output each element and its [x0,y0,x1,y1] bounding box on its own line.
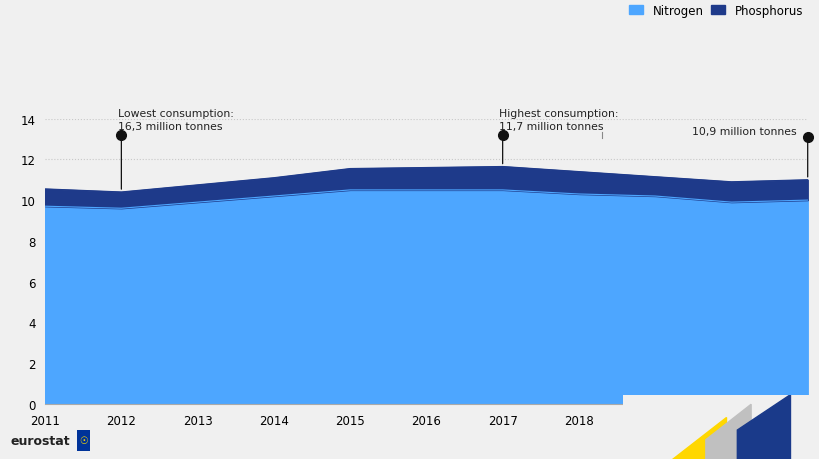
Text: Lowest consumption:
16,3 million tonnes: Lowest consumption: 16,3 million tonnes [117,109,233,132]
Polygon shape [736,395,790,459]
Text: Highest consumption:
11,7 million tonnes: Highest consumption: 11,7 million tonnes [498,109,618,132]
Polygon shape [672,417,725,459]
Legend: Nitrogen, Phosphorus: Nitrogen, Phosphorus [624,0,807,22]
Text: 10,9 million tonnes: 10,9 million tonnes [690,127,795,137]
Text: ☉: ☉ [79,436,88,445]
Polygon shape [705,404,750,459]
Text: eurostat: eurostat [11,435,70,448]
